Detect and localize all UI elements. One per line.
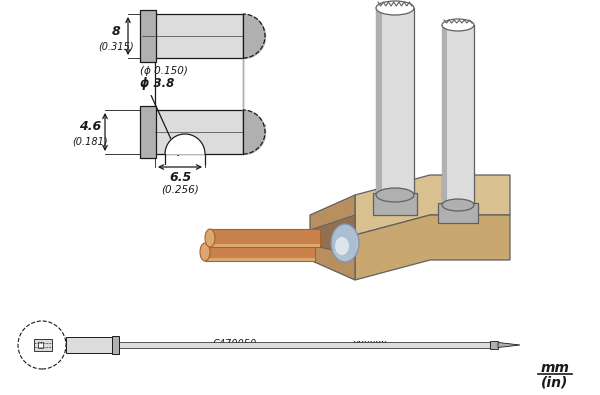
Text: C470050: C470050 xyxy=(213,339,257,349)
Polygon shape xyxy=(498,342,520,348)
Bar xyxy=(140,106,156,158)
Bar xyxy=(210,244,320,247)
Bar xyxy=(112,336,119,354)
Bar xyxy=(119,342,490,348)
Bar xyxy=(210,229,320,247)
Polygon shape xyxy=(310,215,355,255)
Bar xyxy=(155,14,243,58)
Bar xyxy=(155,110,243,154)
Bar xyxy=(438,203,478,223)
Ellipse shape xyxy=(335,237,349,255)
Text: (0.181): (0.181) xyxy=(72,136,108,146)
Ellipse shape xyxy=(200,243,210,261)
Polygon shape xyxy=(355,175,510,235)
Bar xyxy=(490,341,498,349)
Bar xyxy=(66,337,112,353)
Bar xyxy=(373,193,417,215)
Ellipse shape xyxy=(331,224,359,262)
Polygon shape xyxy=(165,134,205,154)
Text: 8: 8 xyxy=(112,24,121,38)
Ellipse shape xyxy=(376,188,414,202)
Bar xyxy=(442,25,474,205)
Ellipse shape xyxy=(442,19,474,31)
Bar xyxy=(38,342,43,348)
Ellipse shape xyxy=(376,1,414,15)
Text: ϕ 3.8: ϕ 3.8 xyxy=(140,77,174,90)
Text: 6.5: 6.5 xyxy=(169,171,191,184)
Ellipse shape xyxy=(442,199,474,211)
Text: (0.315): (0.315) xyxy=(98,41,134,51)
Text: (0.256): (0.256) xyxy=(161,184,199,194)
Bar xyxy=(34,339,52,351)
Bar xyxy=(442,25,447,205)
Bar xyxy=(376,8,382,195)
Text: 4.6: 4.6 xyxy=(79,120,101,132)
Bar xyxy=(140,10,156,62)
Ellipse shape xyxy=(205,229,215,247)
Polygon shape xyxy=(310,195,355,280)
Text: xxxxxx: xxxxxx xyxy=(353,339,387,349)
Text: (ϕ 0.150): (ϕ 0.150) xyxy=(140,66,188,76)
Text: (in): (in) xyxy=(541,375,569,389)
Bar xyxy=(376,8,414,195)
Text: mm: mm xyxy=(541,361,569,375)
Bar xyxy=(205,243,315,261)
Bar xyxy=(205,258,315,261)
Polygon shape xyxy=(355,215,510,280)
